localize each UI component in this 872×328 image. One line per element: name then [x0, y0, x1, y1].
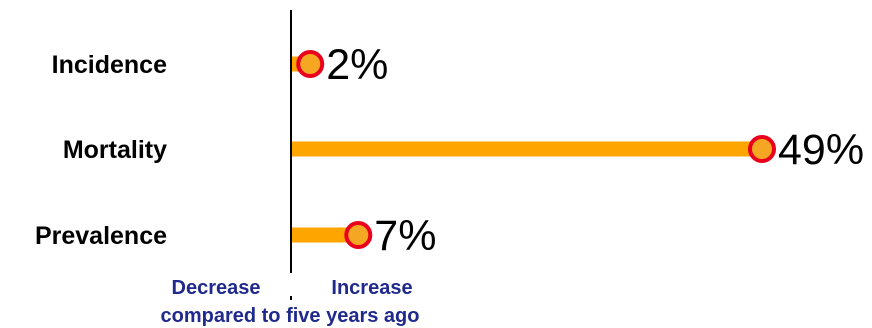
bar-mortality [291, 141, 762, 157]
increase-label: Increase [331, 277, 412, 299]
value-label-incidence: 2% [326, 41, 388, 89]
marker-mortality [748, 135, 776, 163]
labels-layer: Incidence 2% Mortality 49% Prevalence 7% [35, 41, 864, 260]
bar-prevalence [291, 227, 359, 243]
category-label-mortality: Mortality [63, 136, 167, 164]
markers-layer [296, 50, 776, 249]
decrease-label: Decrease [172, 277, 261, 299]
bars-layer [291, 56, 762, 243]
category-label-incidence: Incidence [52, 51, 167, 79]
value-label-prevalence: 7% [374, 212, 436, 260]
marker-prevalence [344, 221, 373, 249]
category-label-prevalence: Prevalence [35, 222, 167, 250]
value-label-mortality: 49% [778, 126, 864, 174]
marker-incidence [296, 50, 325, 78]
baseline-caption: compared to five years ago [161, 305, 420, 327]
